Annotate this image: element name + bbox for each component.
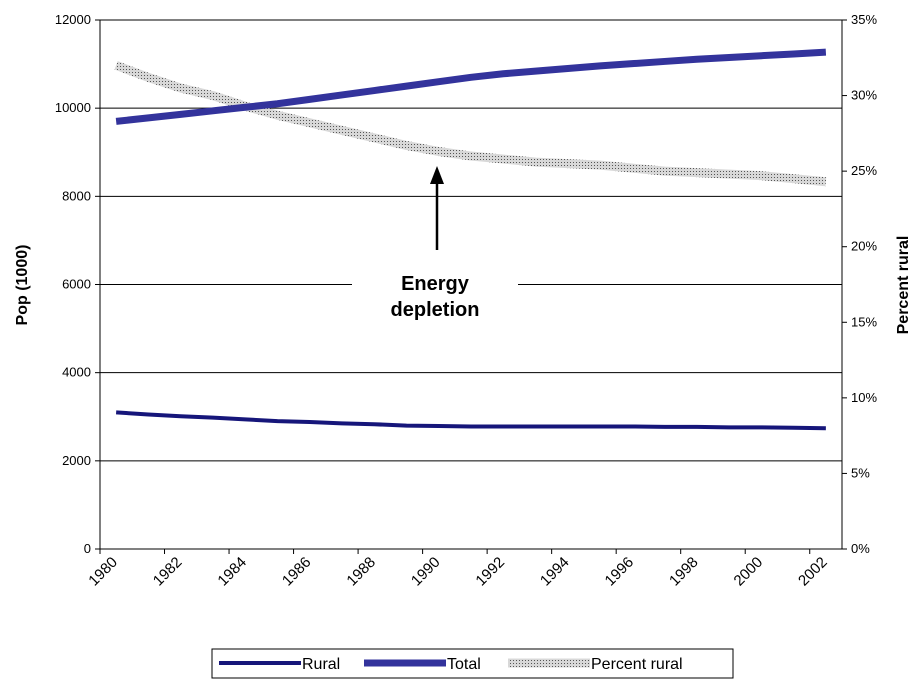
- x-tick-label: 1990: [408, 554, 444, 590]
- y2-axis-title: Percent rural: [895, 236, 912, 335]
- y-tick-label: 8000: [62, 188, 91, 203]
- x-tick-label: 2000: [731, 554, 767, 590]
- x-tick-label: 1986: [279, 554, 315, 590]
- y2-tick-label: 5%: [851, 465, 870, 480]
- x-tick-label: 1992: [472, 554, 508, 590]
- y2-tick-label: 35%: [851, 12, 877, 27]
- annotation-line: depletion: [391, 299, 480, 321]
- x-tick-label: 1994: [537, 554, 573, 590]
- annotation-arrowhead: [430, 166, 444, 184]
- x-tick-label: 1998: [666, 554, 702, 590]
- series-line: [115, 410, 826, 431]
- y2-tick-label: 20%: [851, 239, 877, 254]
- legend-label: Total: [447, 656, 481, 673]
- y2-tick-label: 15%: [851, 314, 877, 329]
- y2-tick-label: 25%: [851, 163, 877, 178]
- x-tick-label: 1996: [602, 554, 638, 590]
- series-line: [115, 48, 827, 125]
- series-line: [114, 61, 827, 187]
- annotation: Energy depletion: [391, 273, 480, 321]
- y-tick-label: 10000: [55, 100, 91, 115]
- y2-tick-label: 0%: [851, 541, 870, 556]
- x-tick-label: 2002: [795, 554, 831, 590]
- x-tick-label: 1988: [343, 554, 379, 590]
- y-axis-title: Pop (1000): [14, 245, 31, 326]
- legend-label: Rural: [302, 656, 340, 673]
- annotation-line: Energy: [401, 273, 470, 295]
- y-tick-label: 4000: [62, 365, 91, 380]
- x-tick-label: 1982: [150, 554, 186, 590]
- y-tick-label: 0: [84, 541, 91, 556]
- x-tick-label: 1984: [214, 554, 250, 590]
- y-tick-label: 6000: [62, 277, 91, 292]
- legend-label: Percent rural: [591, 656, 683, 673]
- x-tick-label: 1980: [85, 554, 121, 590]
- y2-tick-label: 30%: [851, 88, 877, 103]
- y2-tick-label: 10%: [851, 390, 877, 405]
- annotation-bg: [352, 262, 518, 324]
- y-tick-label: 12000: [55, 12, 91, 27]
- y-tick-label: 2000: [62, 453, 91, 468]
